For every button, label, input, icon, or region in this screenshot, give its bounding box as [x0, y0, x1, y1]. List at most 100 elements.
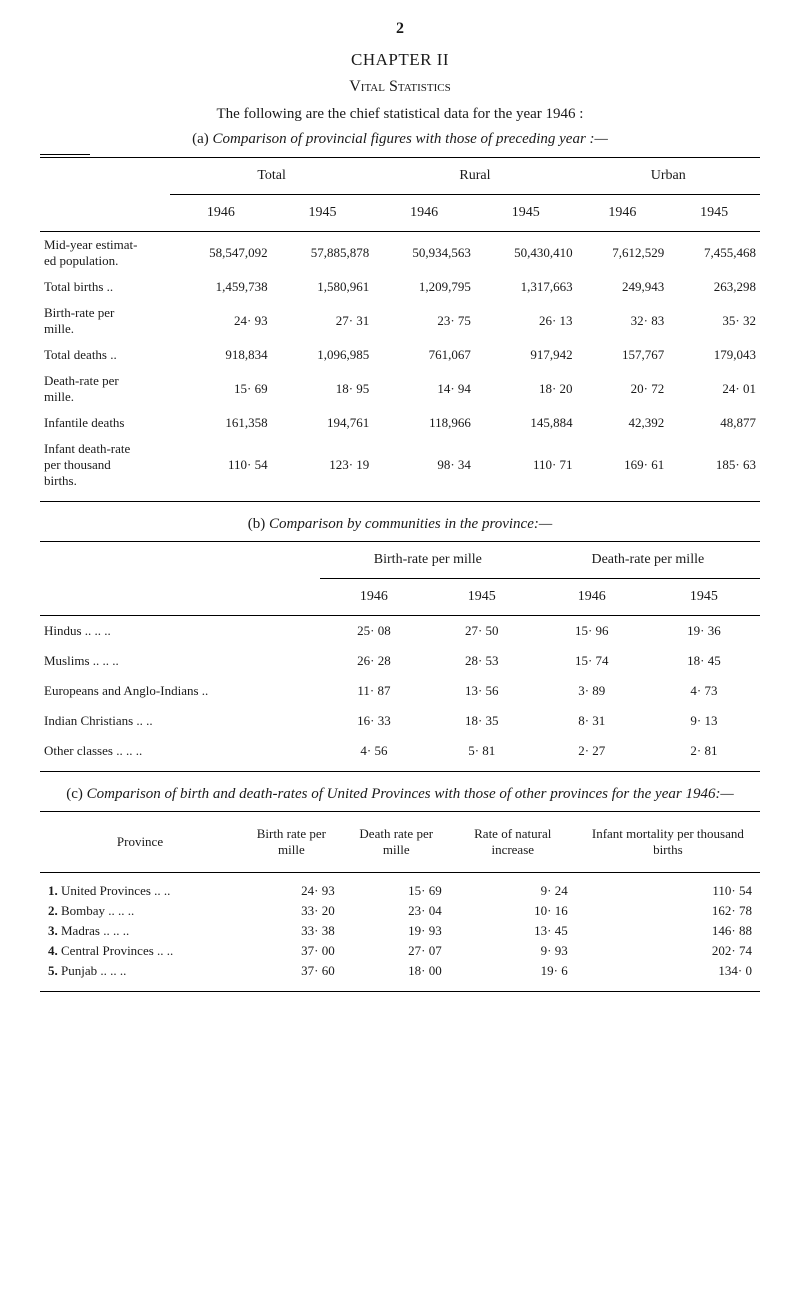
table-cell: 9· 13 [648, 706, 760, 736]
table-cell: 134· 0 [576, 961, 760, 992]
table-row: Birth-rate permille.24· 9327· 3123· 7526… [40, 300, 760, 342]
table-year-header [40, 195, 170, 232]
table-cell: 146· 88 [576, 921, 760, 941]
table-header: Rural [373, 158, 576, 195]
table-cell: Europeans and Anglo-Indians .. [40, 676, 320, 706]
table-header: Total [170, 158, 373, 195]
table-header: Infant mortality per thousand births [576, 812, 760, 873]
subsection-b-text: Comparison by communities in the provinc… [269, 516, 552, 532]
table-cell: 1,096,985 [272, 342, 374, 368]
table-cell: 98· 34 [373, 436, 475, 502]
table-cell: 18· 20 [475, 368, 577, 410]
table-cell: 918,834 [170, 342, 272, 368]
table-cell: 13· 45 [450, 921, 576, 941]
table-cell: 1. United Provinces .. .. [40, 873, 240, 902]
table-year-header: 1946 [170, 195, 272, 232]
table-a: TotalRuralUrban 194619451946194519461945… [40, 157, 760, 502]
table-cell: 28· 53 [428, 646, 536, 676]
table-cell: 110· 54 [170, 436, 272, 502]
table-c: ProvinceBirth rate per milleDeath rate p… [40, 811, 760, 992]
table-cell: 11· 87 [320, 676, 428, 706]
table-header: Death rate per mille [343, 812, 450, 873]
table-cell: 1,317,663 [475, 274, 577, 300]
table-cell: 14· 94 [373, 368, 475, 410]
table-header: Birth-rate per mille [320, 542, 536, 579]
table-year-header: 1945 [648, 579, 760, 616]
table-header: Province [40, 812, 240, 873]
table-cell: Muslims .. .. .. [40, 646, 320, 676]
table-year-header: 1946 [536, 579, 648, 616]
table-cell: 24· 01 [668, 368, 760, 410]
subsection-a-title: (a) Comparison of provincial figures wit… [40, 131, 760, 148]
table-cell: 32· 83 [577, 300, 669, 342]
table-cell: 4· 56 [320, 736, 428, 772]
table-row: Muslims .. .. ..26· 2828· 5315· 7418· 45 [40, 646, 760, 676]
table-row: 1. United Provinces .. ..24· 9315· 699· … [40, 873, 760, 902]
table-header [40, 158, 170, 195]
table-cell: 8· 31 [536, 706, 648, 736]
subsection-b-letter: (b) [248, 516, 266, 532]
table-cell: 23· 75 [373, 300, 475, 342]
table-cell: 4. Central Provinces .. .. [40, 941, 240, 961]
table-cell: 18· 35 [428, 706, 536, 736]
table-year-header: 1945 [272, 195, 374, 232]
table-cell: 1,580,961 [272, 274, 374, 300]
table-cell: 3. Madras .. .. .. [40, 921, 240, 941]
subsection-c-letter: (c) [66, 786, 83, 802]
table-cell: 110· 71 [475, 436, 577, 502]
table-row: Indian Christians .. ..16· 3318· 358· 31… [40, 706, 760, 736]
table-cell: 7,612,529 [577, 232, 669, 275]
subsection-a-letter: (a) [192, 131, 209, 147]
table-row: 3. Madras .. .. ..33· 3819· 9313· 45146·… [40, 921, 760, 941]
table-cell: Other classes .. .. .. [40, 736, 320, 772]
table-cell: 169· 61 [577, 436, 669, 502]
table-cell: 249,943 [577, 274, 669, 300]
table-cell: 15· 96 [536, 616, 648, 647]
table-cell: 157,767 [577, 342, 669, 368]
table-cell: 25· 08 [320, 616, 428, 647]
table-cell: 19· 6 [450, 961, 576, 992]
table-cell: 13· 56 [428, 676, 536, 706]
table-year-header: 1946 [373, 195, 475, 232]
table-cell: Infant death-rateper thousandbirths. [40, 436, 170, 502]
table-cell: 24· 93 [240, 873, 343, 902]
table-cell: 161,358 [170, 410, 272, 436]
chapter-title: CHAPTER II [40, 50, 760, 70]
table-header: Death-rate per mille [536, 542, 760, 579]
table-row: Total deaths ..918,8341,096,985761,06791… [40, 342, 760, 368]
table-cell: 18· 00 [343, 961, 450, 992]
table-cell: 761,067 [373, 342, 475, 368]
table-year-header [40, 579, 320, 616]
table-year-header: 1946 [320, 579, 428, 616]
table-cell: 2· 27 [536, 736, 648, 772]
table-cell: 18· 95 [272, 368, 374, 410]
table-cell: 4· 73 [648, 676, 760, 706]
chapter-heading: CHAPTER II [351, 50, 449, 69]
table-cell: 15· 69 [343, 873, 450, 902]
table-row: Total births ..1,459,7381,580,9611,209,7… [40, 274, 760, 300]
table-cell: Total deaths .. [40, 342, 170, 368]
table-cell: 185· 63 [668, 436, 760, 502]
table-cell: 35· 32 [668, 300, 760, 342]
table-cell: 9· 93 [450, 941, 576, 961]
table-cell: 18· 45 [648, 646, 760, 676]
table-year-header: 1945 [428, 579, 536, 616]
subsection-a-text: Comparison of provincial figures with th… [213, 131, 608, 147]
table-cell: 110· 54 [576, 873, 760, 902]
table-row: Mid-year estimat-ed population.58,547,09… [40, 232, 760, 275]
table-cell: 19· 93 [343, 921, 450, 941]
page-number: 2 [40, 20, 760, 38]
table-cell: 27· 50 [428, 616, 536, 647]
table-cell: 145,884 [475, 410, 577, 436]
table-cell: 48,877 [668, 410, 760, 436]
table-row: Europeans and Anglo-Indians ..11· 8713· … [40, 676, 760, 706]
table-row: Infant death-rateper thousandbirths.110·… [40, 436, 760, 502]
table-cell: 202· 74 [576, 941, 760, 961]
table-cell: 917,942 [475, 342, 577, 368]
table-cell: 179,043 [668, 342, 760, 368]
table-cell: 27· 07 [343, 941, 450, 961]
table-cell: 23· 04 [343, 901, 450, 921]
table-row: Hindus .. .. ..25· 0827· 5015· 9619· 36 [40, 616, 760, 647]
table-cell: 42,392 [577, 410, 669, 436]
table-header: Rate of natural increase [450, 812, 576, 873]
